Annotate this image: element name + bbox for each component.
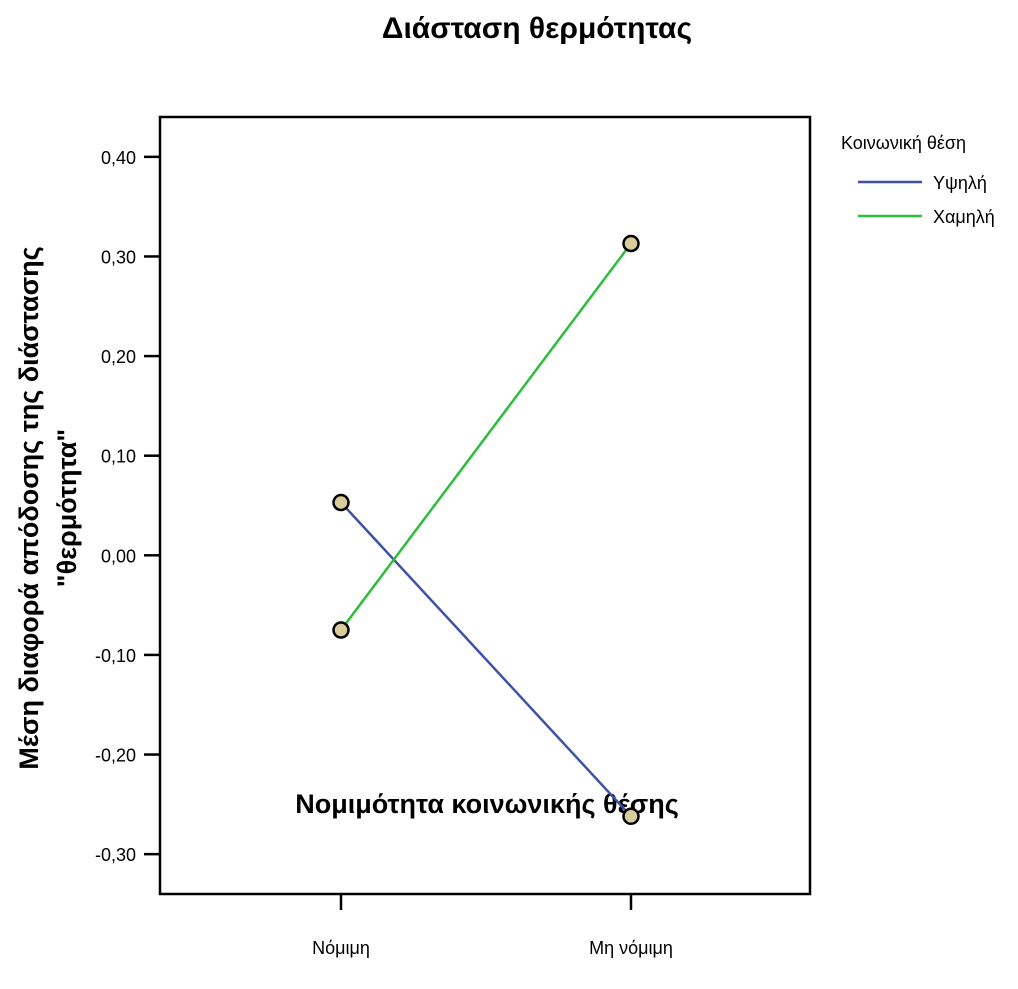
y-axis-title-line-2: "θερμότητα" xyxy=(52,429,82,587)
x-axis-title: Νομιμότητα κοινωνικής θέσης xyxy=(295,789,679,819)
legend-title: Κοινωνική θέση xyxy=(841,133,966,153)
x-tick-label-1: Μη νόμιμη xyxy=(589,938,673,958)
plot-frame xyxy=(158,115,812,896)
y-tick-label-1: 0,30 xyxy=(101,247,136,267)
y-axis-title: Μέση διαφορά απόδοσης της διάστασης "θερ… xyxy=(14,246,82,769)
legend-label-χαμηλή: Χαμηλή xyxy=(933,207,995,227)
data-point-υψηλή-0 xyxy=(332,493,350,512)
y-tick-label-5: -0,10 xyxy=(95,646,136,666)
data-point-υψηλή-1 xyxy=(622,807,640,826)
y-tick-label-3: 0,10 xyxy=(101,447,136,467)
y-axis: 0,40 0,30 0,20 0,10 0,00 -0,10 -0,20 -0,30 xyxy=(95,148,160,865)
data-point-χαμηλή-0 xyxy=(332,621,350,639)
series-lines xyxy=(340,242,632,818)
legend-label-υψηλή: Υψηλή xyxy=(933,173,987,193)
series-line-υψηλή xyxy=(340,501,632,818)
chart-title: Διάσταση θερμότητας xyxy=(382,12,692,45)
x-axis: Νόμιμη Μη νόμιμη xyxy=(312,894,673,958)
legend: Υψηλή Χαμηλή xyxy=(858,173,995,227)
y-axis-title-line-1: Μέση διαφορά απόδοσης της διάστασης xyxy=(14,246,44,769)
series-points xyxy=(332,234,640,826)
y-tick-label-2: 0,20 xyxy=(101,347,136,367)
y-tick-label-4: 0,00 xyxy=(101,546,136,566)
data-point-χαμηλή-1 xyxy=(622,234,640,253)
y-tick-label-6: -0,20 xyxy=(95,746,136,766)
y-tick-label-0: 0,40 xyxy=(101,148,136,168)
y-tick-label-7: -0,30 xyxy=(95,845,136,865)
x-tick-label-0: Νόμιμη xyxy=(312,938,370,958)
series-line-χαμηλή xyxy=(340,242,632,631)
